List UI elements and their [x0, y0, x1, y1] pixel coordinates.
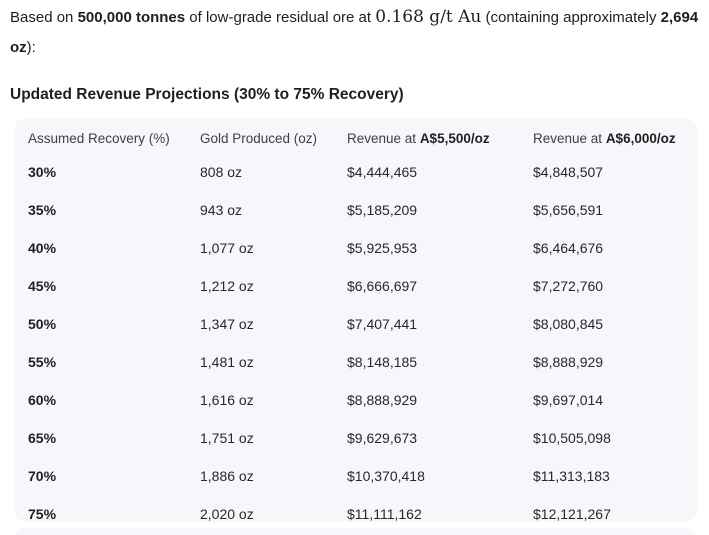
cell-recovery: 35% — [28, 202, 57, 218]
header-revenue-5500: Revenue at A$5,500/oz — [347, 131, 490, 146]
cell-recovery: 70% — [28, 468, 57, 484]
revenue-projections-table: Assumed Recovery (%) Gold Produced (oz) … — [14, 118, 697, 522]
intro-paragraph: Based on 500,000 tonnes of low-grade res… — [10, 2, 702, 63]
cell-revenue-5500: $5,185,209 — [347, 202, 418, 218]
contained-ounces-value: 2,694 oz — [10, 9, 699, 56]
cell-revenue-5500: $10,370,418 — [347, 468, 425, 484]
grade-math-expression: 0.168 g/t Au — [375, 7, 482, 27]
cell-revenue-6000: $9,697,014 — [533, 392, 604, 408]
cell-revenue-5500: $5,925,953 — [347, 240, 418, 256]
intro-text-1: Based on — [10, 9, 78, 26]
cell-recovery: 75% — [28, 506, 57, 522]
cell-revenue-5500: $8,888,929 — [347, 392, 418, 408]
intro-text-2: of low-grade residual ore at — [185, 9, 376, 26]
cell-revenue-6000: $12,121,267 — [533, 506, 611, 522]
cell-revenue-6000: $11,313,183 — [533, 468, 610, 484]
table-row: 35% 943 oz $5,185,209 $5,656,591 — [14, 191, 697, 229]
cell-recovery: 45% — [28, 278, 57, 294]
cell-revenue-6000: $5,656,591 — [533, 202, 604, 218]
cell-gold-produced: 1,212 oz — [200, 278, 254, 294]
cell-revenue-5500: $7,407,441 — [347, 316, 418, 332]
cell-recovery: 50% — [28, 316, 57, 332]
cell-recovery: 55% — [28, 354, 57, 370]
intro-text-4: ): — [26, 39, 36, 56]
table-row: 45% 1,212 oz $6,666,697 $7,272,760 — [14, 267, 697, 305]
cell-gold-produced: 1,751 oz — [200, 430, 254, 446]
cell-revenue-6000: $8,888,929 — [533, 354, 604, 370]
cell-revenue-6000: $10,505,098 — [533, 430, 611, 446]
header-revenue-6000: Revenue at A$6,000/oz — [533, 131, 676, 146]
cell-revenue-6000: $4,848,507 — [533, 164, 604, 180]
cell-revenue-5500: $8,148,185 — [347, 354, 418, 370]
cell-gold-produced: 943 oz — [200, 202, 243, 218]
cell-gold-produced: 1,886 oz — [200, 468, 254, 484]
table-body: 30% 808 oz $4,444,465 $4,848,507 35% 943… — [14, 153, 697, 522]
cell-revenue-6000: $7,272,760 — [533, 278, 604, 294]
next-table-partial — [14, 528, 697, 535]
intro-text-3: (containing approximately — [481, 9, 661, 26]
tonnage-value: 500,000 tonnes — [77, 9, 186, 26]
header-gold-produced: Gold Produced (oz) — [200, 131, 318, 146]
table-row: 60% 1,616 oz $8,888,929 $9,697,014 — [14, 381, 697, 419]
table-row: 40% 1,077 oz $5,925,953 $6,464,676 — [14, 229, 697, 267]
cell-revenue-5500: $4,444,465 — [347, 164, 418, 180]
cell-gold-produced: 1,077 oz — [200, 240, 254, 256]
cell-gold-produced: 1,481 oz — [200, 354, 254, 370]
cell-gold-produced: 1,616 oz — [200, 392, 254, 408]
cell-recovery: 65% — [28, 430, 57, 446]
cell-gold-produced: 2,020 oz — [200, 506, 254, 522]
cell-revenue-5500: $6,666,697 — [347, 278, 418, 294]
cell-recovery: 40% — [28, 240, 57, 256]
cell-recovery: 60% — [28, 392, 57, 408]
table-row: 70% 1,886 oz $10,370,418 $11,313,183 — [14, 457, 697, 495]
header-price-6000: A$6,000/oz — [605, 131, 676, 146]
header-assumed-recovery: Assumed Recovery (%) — [28, 131, 170, 146]
cell-gold-produced: 1,347 oz — [200, 316, 254, 332]
cell-revenue-5500: $9,629,673 — [347, 430, 418, 446]
section-title: Updated Revenue Projections (30% to 75% … — [10, 86, 404, 103]
cell-revenue-6000: $8,080,845 — [533, 316, 604, 332]
cell-gold-produced: 808 oz — [200, 164, 243, 180]
cell-recovery: 30% — [28, 164, 57, 180]
table-header-row: Assumed Recovery (%) Gold Produced (oz) … — [14, 118, 697, 153]
table-row: 55% 1,481 oz $8,148,185 $8,888,929 — [14, 343, 697, 381]
header-price-5500: A$5,500/oz — [419, 131, 490, 146]
table-row: 75% 2,020 oz $11,111,162 $12,121,267 — [14, 495, 697, 522]
table-row: 30% 808 oz $4,444,465 $4,848,507 — [14, 153, 697, 191]
cell-revenue-6000: $6,464,676 — [533, 240, 604, 256]
cell-revenue-5500: $11,111,162 — [347, 506, 422, 522]
table-row: 65% 1,751 oz $9,629,673 $10,505,098 — [14, 419, 697, 457]
table-row: 50% 1,347 oz $7,407,441 $8,080,845 — [14, 305, 697, 343]
